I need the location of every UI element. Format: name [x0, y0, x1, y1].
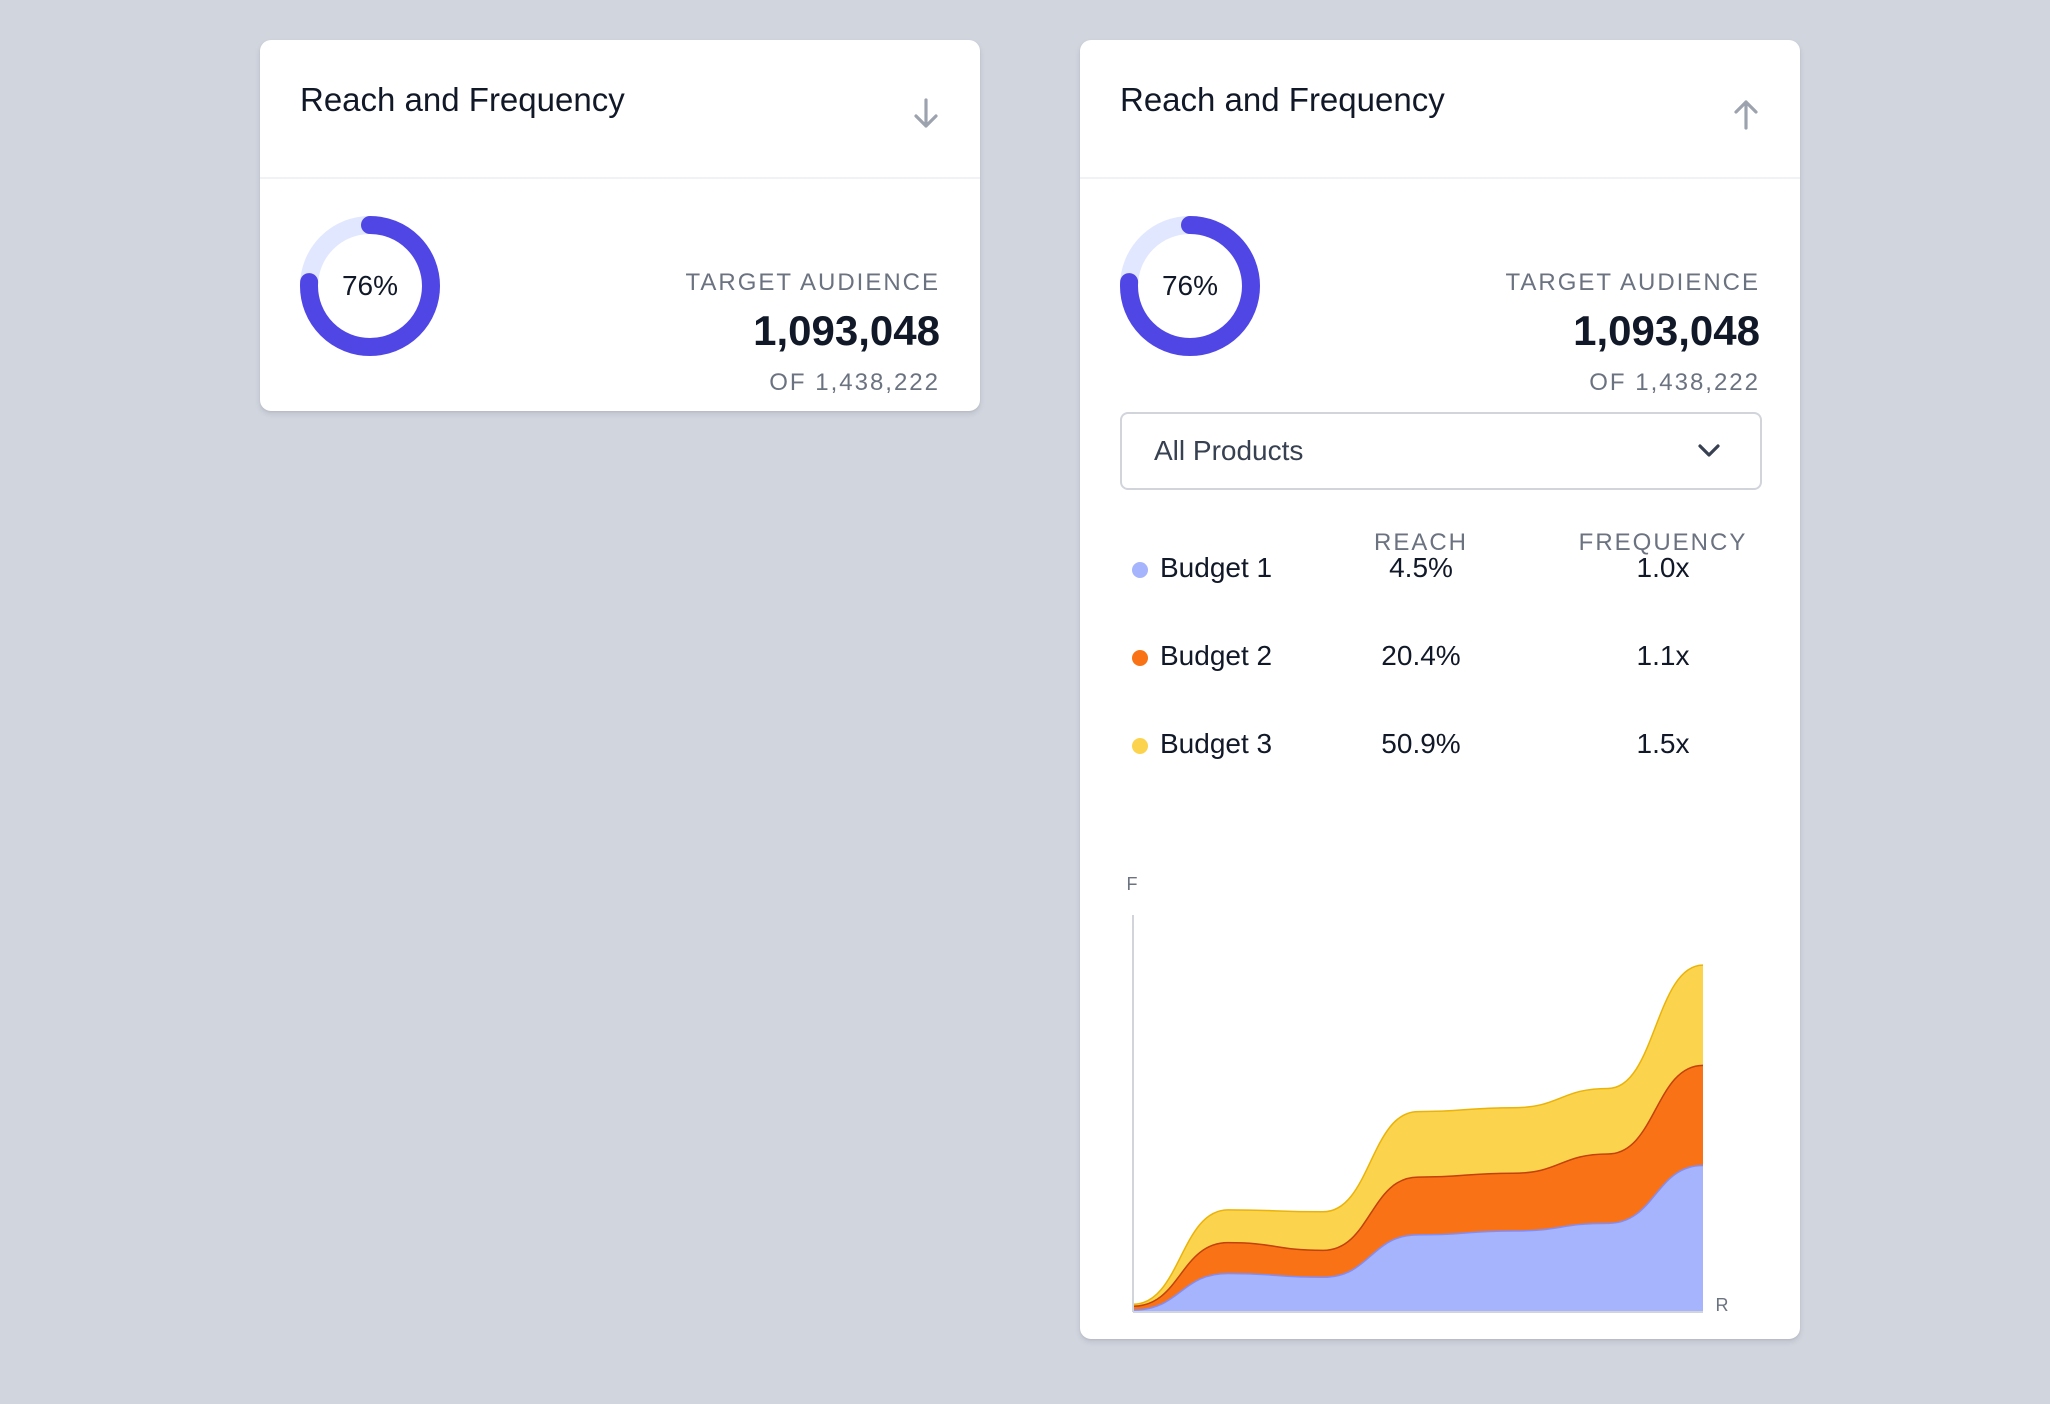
budget-row: Budget 3 50.9% 1.5x — [1120, 724, 1760, 764]
reach-column-header: REACH — [1373, 529, 1469, 556]
budget-row: Budget 2 20.4% 1.1x — [1120, 636, 1760, 676]
budget-frequency: 1.5x — [1636, 728, 1690, 759]
donut-percent-label: 76% — [341, 270, 399, 301]
budget-table-header: REACH FREQUENCY — [1120, 528, 1760, 558]
area-series-2 — [1133, 1065, 1703, 1311]
area-series-3-line — [1132, 964, 1704, 1306]
stat-total: OF 1,438,222 — [769, 369, 940, 396]
area-layers — [1132, 964, 1704, 1312]
reach-frequency-area-chart: F R — [1120, 860, 1760, 1320]
arrow-down-icon — [914, 98, 938, 128]
budget-frequency: 1.0x — [1636, 552, 1690, 583]
frequency-column-header: FREQUENCY — [1578, 529, 1748, 556]
budget-reach: 4.5% — [1389, 552, 1453, 583]
area-series-1-line — [1132, 1164, 1704, 1311]
budget-row: Budget 1 4.5% 1.0x — [1120, 548, 1760, 588]
collapse-toggle-button[interactable] — [1720, 88, 1772, 140]
reach-frequency-card-collapsed: Reach and Frequency 76% TARGET AUDIENCE … — [260, 40, 980, 411]
area-series-3 — [1133, 965, 1703, 1307]
card-title: Reach and Frequency — [300, 81, 625, 118]
donut-progress — [300, 216, 440, 356]
target-audience-stat: TARGET AUDIENCE 1,093,048 OF 1,438,222 — [686, 268, 940, 398]
card-header: Reach and Frequency — [1080, 40, 1800, 179]
legend-swatch — [1132, 650, 1148, 666]
budget-reach: 20.4% — [1381, 640, 1461, 671]
arrow-up-icon — [1734, 100, 1758, 130]
budget-name: Budget 3 — [1160, 728, 1273, 759]
stat-label: TARGET AUDIENCE — [685, 269, 940, 296]
area-series-2-line — [1132, 1064, 1704, 1307]
legend-swatch — [1132, 562, 1148, 578]
donut-progress — [1120, 216, 1260, 356]
y-axis-label: F — [1127, 874, 1138, 894]
stat-value: 1,093,048 — [1573, 307, 1760, 354]
legend-swatch — [1132, 738, 1148, 754]
card-header: Reach and Frequency — [260, 40, 980, 179]
budget-table: REACH FREQUENCY Budget 1 4.5% 1.0x Budge… — [1120, 528, 1760, 759]
audience-donut-chart: 76% — [1120, 216, 1260, 356]
product-select-value: All Products — [1154, 435, 1304, 466]
stat-total: OF 1,438,222 — [1589, 369, 1760, 396]
donut-percent-label: 76% — [1161, 270, 1219, 301]
budget-name: Budget 1 — [1160, 552, 1273, 583]
stat-value: 1,093,048 — [753, 307, 940, 354]
x-axis-label: R — [1716, 1295, 1729, 1315]
stat-label: TARGET AUDIENCE — [1505, 269, 1760, 296]
card-title: Reach and Frequency — [1120, 81, 1445, 118]
expand-toggle-button[interactable] — [900, 88, 952, 140]
product-select[interactable]: All Products — [1120, 412, 1762, 490]
budget-frequency: 1.1x — [1636, 640, 1690, 671]
target-audience-stat: TARGET AUDIENCE 1,093,048 OF 1,438,222 — [1506, 268, 1760, 398]
reach-frequency-card-expanded: Reach and Frequency 76% TARGET AUDIENCE … — [1080, 40, 1800, 1339]
audience-donut-chart: 76% — [300, 216, 440, 356]
chevron-down-icon — [1698, 444, 1720, 457]
budget-reach: 50.9% — [1381, 728, 1461, 759]
budget-name: Budget 2 — [1160, 640, 1273, 671]
